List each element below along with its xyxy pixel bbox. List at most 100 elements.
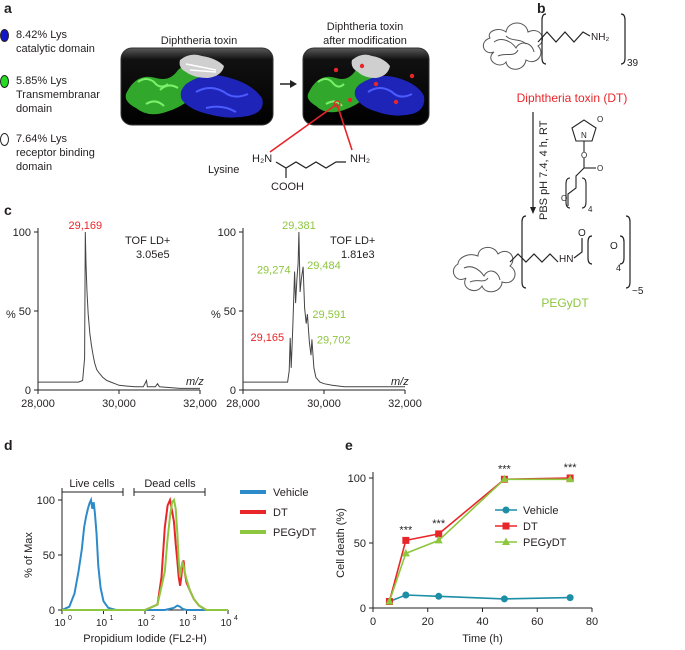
significance-stars: ***: [432, 518, 446, 530]
pegydt-label: PEGyDT: [541, 296, 589, 310]
product-ether-o: O: [610, 241, 618, 252]
reagent-o-ether: O: [561, 194, 567, 203]
flow-y-tick-label: 100: [37, 495, 55, 507]
death-x-tick-label: 20: [422, 616, 434, 628]
left-y-tick-label: 50: [19, 306, 31, 318]
legend-catalytic-pct: 8.42% Lys: [16, 29, 67, 41]
death-x-tick-label: 40: [476, 616, 488, 628]
dt-label: Diphtheria toxin (DT): [517, 91, 628, 105]
product-subscript: 4: [616, 263, 621, 273]
flow-x-tick-base: 10: [220, 618, 232, 629]
right-peak-label: 29,274: [257, 265, 291, 277]
legend-transmembrane-name: Transmembranar: [16, 89, 100, 101]
lysine-h2n: H₂N: [252, 153, 272, 165]
lysine-chain-top: [537, 13, 626, 65]
panel-c-spectra: 0 50 100 28,000 30,000 32,000% m/z TOF LD+ 3.05e…: [6, 220, 422, 410]
panel-d-label: d: [4, 437, 13, 453]
left-peak-label: 29,169: [69, 220, 103, 232]
flow-x-tick-base: 10: [96, 618, 108, 629]
flow-x-tick-exp: 4: [234, 615, 238, 622]
structure-right-title-2: after modification: [323, 35, 407, 47]
structure-left-title: Diphtheria toxin: [160, 35, 238, 47]
death-y-tick-label: 0: [360, 603, 366, 615]
death-legend-label-pegydt: PEGyDT: [523, 537, 567, 549]
death-legend-label-vehicle: Vehicle: [523, 505, 558, 517]
legend-swatch-transmembrane: [0, 75, 9, 88]
lysine-connector-2: [336, 103, 353, 151]
death-point-vehicle: [500, 595, 508, 603]
death-line-vehicle: [389, 594, 571, 603]
flow-y-tick-label: 50: [43, 550, 55, 562]
left-intensity: 3.05e5: [136, 249, 170, 261]
death-x-tick-label: 0: [370, 616, 376, 628]
death-legend-marker-vehicle: [502, 506, 510, 514]
domain-legend: 8.42% Lys catalytic domain 5.85% Lys Tra…: [0, 28, 120, 178]
legend-receptor-pct: 7.64% Lys: [16, 133, 67, 145]
right-spectrum-line: [243, 231, 405, 388]
left-y-axis-label: %: [6, 309, 16, 321]
toxin-blob-top: [482, 22, 543, 70]
right-peak-label: 29,381: [282, 220, 316, 232]
legend-receptor: 7.64% Lys receptor binding domain: [0, 132, 95, 174]
death-legend-marker-pegydt: [502, 537, 510, 545]
lysine-connector-1: [269, 103, 338, 153]
right-peak-label: 29,702: [317, 334, 351, 346]
right-y-tick-label: 0: [230, 385, 236, 397]
legend-transmembrane-name-2: domain: [16, 103, 53, 115]
repeat-count-top: 39: [627, 58, 639, 69]
death-point-vehicle: [402, 591, 410, 599]
protein-structure-modified: [302, 47, 430, 126]
left-x-tick-label: 28,000: [21, 398, 55, 410]
legend-swatch-catalytic: [0, 29, 9, 42]
left-instrument: TOF LD+: [125, 235, 170, 247]
left-spectrum-line: [38, 231, 200, 389]
death-point-pegydt: [401, 548, 410, 557]
flow-x-tick-base: 10: [137, 618, 149, 629]
nh2-label-top: NH₂: [591, 32, 609, 43]
death-x-tick-label: 60: [531, 616, 543, 628]
reaction-conditions: PBS pH 7.4, 4 h, RT: [538, 120, 550, 220]
legend-catalytic-name: catalytic domain: [16, 43, 95, 55]
panel-a-structures: Lysine H₂N NH₂ COOH: [120, 47, 430, 193]
right-peak-label: 29,165: [251, 332, 285, 344]
death-x-axis-label: Time (h): [462, 633, 503, 645]
panel-e-label: e: [345, 437, 353, 453]
right-instrument: TOF LD+: [330, 235, 375, 247]
flow-x-tick-exp: 1: [110, 615, 114, 622]
right-x-tick-label: 32,000: [388, 398, 422, 410]
product-carbonyl-o: O: [578, 228, 586, 239]
death-point-dt: [402, 536, 410, 544]
right-x-tick-label: 28,000: [226, 398, 260, 410]
panel-e-cell-death: 0 50 100 0 20 40 60 80 Cell death (%) Time (h) ***…: [335, 462, 598, 645]
gate-live-label: Live cells: [69, 478, 115, 490]
right-y-axis-label: %: [211, 309, 221, 321]
flow-x-tick-base: 10: [179, 618, 191, 629]
product-repeat: ~5: [632, 286, 644, 297]
gate-dead-label: Dead cells: [144, 478, 196, 490]
flow-legend-label-pegydt: PEGyDT: [273, 527, 317, 539]
lysine-cooh: COOH: [271, 181, 304, 193]
flow-x-tick-base: 10: [54, 618, 66, 629]
right-intensity: 1.81e3: [341, 249, 375, 261]
lysine-structure: [275, 161, 346, 178]
structure-right-title-1: Diphtheria toxin: [326, 21, 404, 33]
death-point-vehicle: [435, 592, 443, 600]
panel-b-scheme: NH₂ 39 Diphtheria toxin (DT) PBS pH 7.4,…: [453, 13, 644, 310]
reagent-o-carbonyl: O: [597, 164, 603, 173]
left-y-tick-label: 0: [25, 385, 31, 397]
toxin-blob-bottom: [453, 247, 516, 293]
right-peak-label: 29,591: [312, 309, 346, 321]
right-peak-label: 29,484: [307, 260, 341, 272]
legend-catalytic: 8.42% Lys catalytic domain: [0, 28, 95, 56]
ms-spectrum-right: 0 50 100 28,000 30,000 32,000% m/z TOF LD+ 1.81e…: [211, 220, 422, 410]
lysine-label: Lysine: [208, 164, 239, 176]
death-point-vehicle: [566, 594, 574, 602]
flow-legend-label-dt: DT: [273, 507, 288, 519]
reagent-subscript: 4: [588, 205, 593, 214]
death-y-tick-label: 100: [348, 473, 366, 485]
legend-receptor-name-2: domain: [16, 161, 53, 173]
ms-spectrum-left: 0 50 100 28,000 30,000 32,000% m/z TOF LD+ 3.05e…: [6, 220, 217, 410]
reaction-arrow: [530, 112, 536, 214]
death-point-pegydt: [385, 597, 394, 605]
